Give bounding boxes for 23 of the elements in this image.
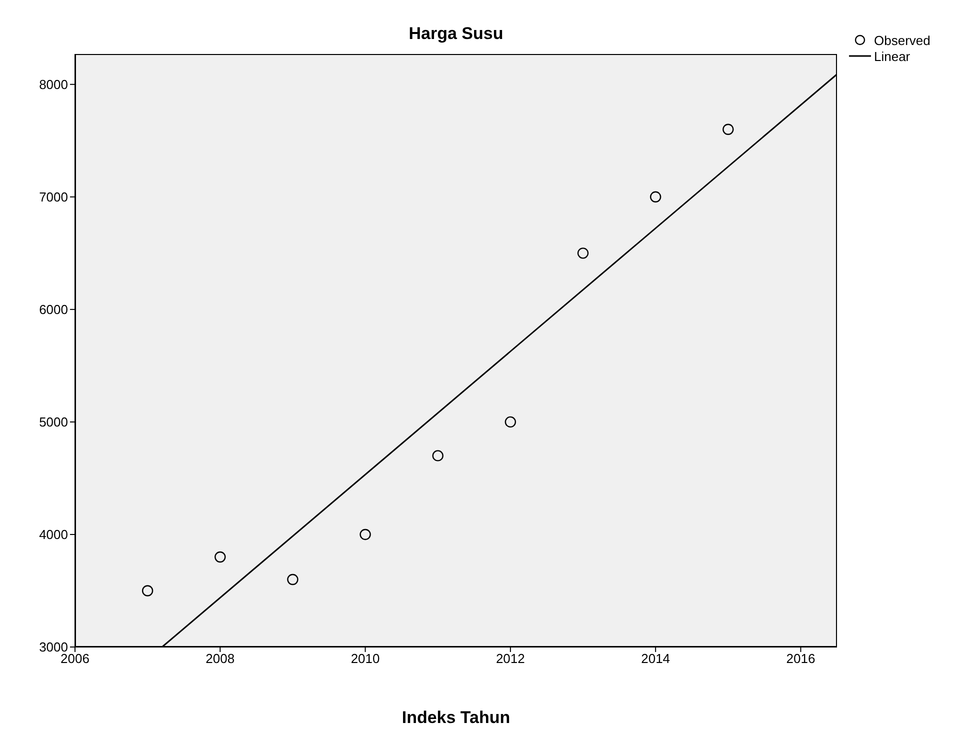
chart-title: Harga Susu bbox=[408, 24, 504, 44]
y-tick-label: 7000 bbox=[39, 190, 68, 205]
x-tick-label: 2012 bbox=[496, 651, 525, 666]
y-tick-label: 4000 bbox=[39, 527, 68, 542]
point bbox=[214, 551, 226, 563]
x-tick-label: 2014 bbox=[641, 651, 670, 666]
point bbox=[650, 191, 662, 203]
point bbox=[287, 574, 298, 586]
legend-label: Observed bbox=[874, 32, 930, 48]
x-tick-label: 2016 bbox=[786, 651, 816, 666]
point bbox=[432, 450, 444, 462]
point bbox=[142, 585, 154, 596]
y-tick-label: 6000 bbox=[39, 302, 68, 318]
y-tick-label: 5000 bbox=[39, 414, 68, 430]
point bbox=[504, 416, 516, 428]
point bbox=[577, 248, 589, 259]
point bbox=[722, 124, 734, 135]
y-tick-label: 8000 bbox=[39, 76, 68, 92]
x-tick-label: 2010 bbox=[350, 651, 380, 666]
x-axis-title: Indeks Tahun bbox=[400, 708, 512, 728]
legend-label: Linear bbox=[874, 48, 910, 64]
x-tick-label: 2008 bbox=[206, 651, 235, 666]
point bbox=[360, 528, 371, 540]
